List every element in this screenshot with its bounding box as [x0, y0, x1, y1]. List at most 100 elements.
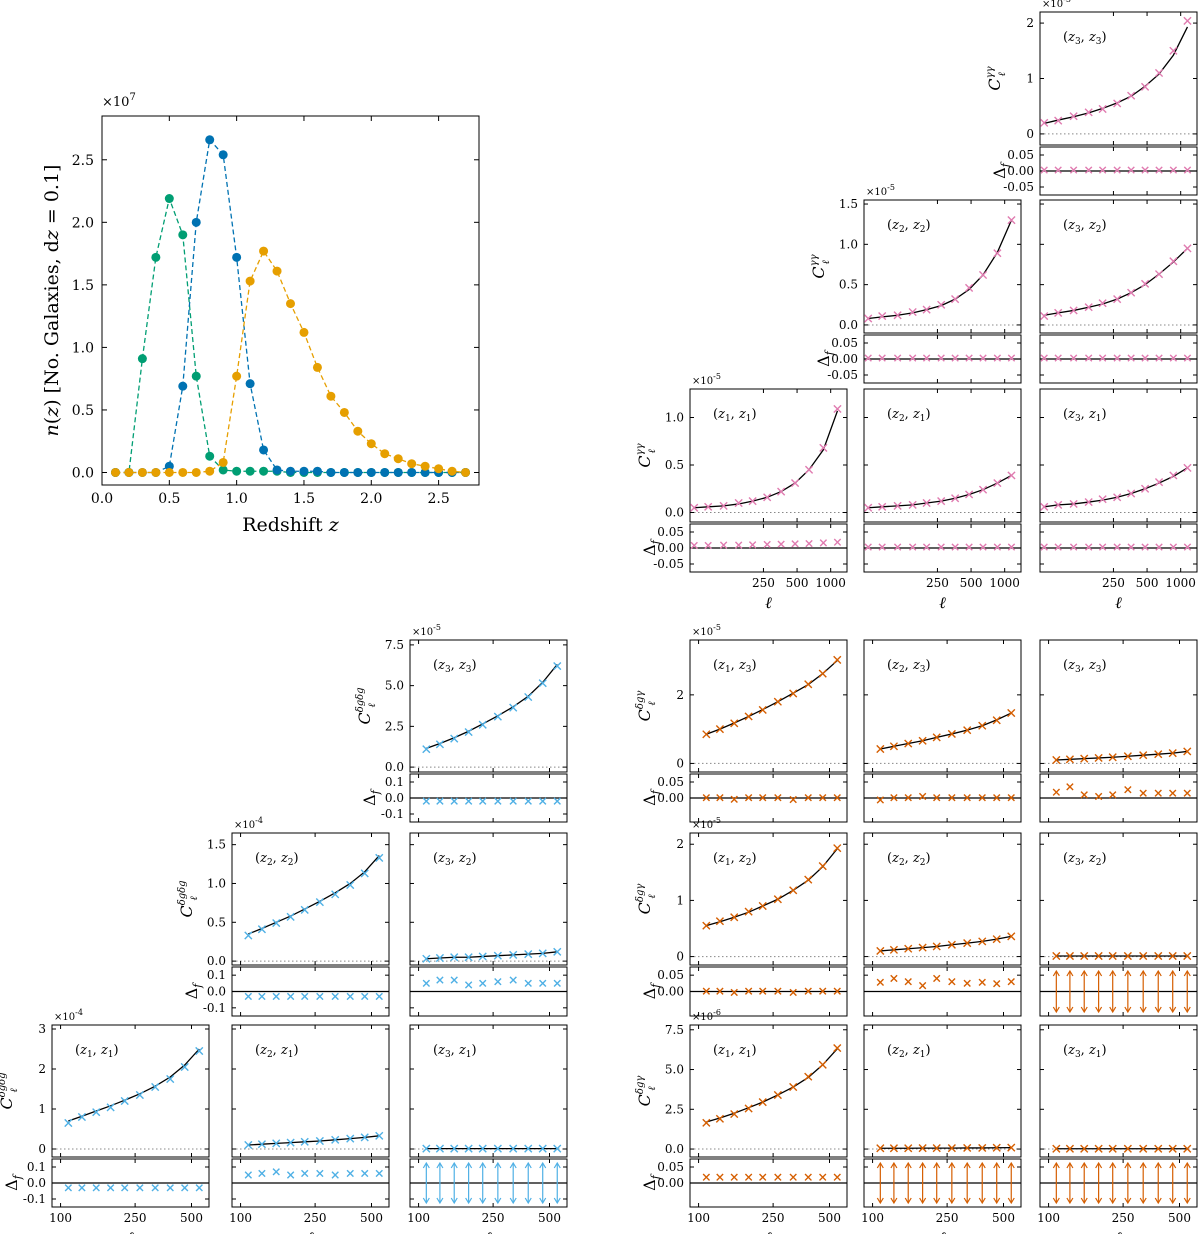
data-point	[164, 467, 174, 477]
model-line	[1044, 247, 1188, 316]
data-point	[791, 540, 799, 548]
data-point	[1168, 749, 1177, 758]
data-point	[1140, 279, 1150, 288]
data-point	[744, 712, 753, 721]
ratio-arrow-head	[1007, 1197, 1015, 1205]
x-tick-label: 100	[49, 1211, 72, 1225]
data-point	[748, 497, 757, 506]
data-point	[964, 490, 974, 499]
ratio-axis-label: Δf	[990, 161, 1012, 179]
data-point	[1154, 750, 1163, 759]
y-tick-label: 2	[676, 837, 684, 851]
x-tick-label: 500	[960, 576, 983, 590]
ratio-arrow-head	[509, 1161, 517, 1169]
data-point	[965, 543, 973, 551]
y-tick-label: 0.0	[839, 318, 858, 332]
data-point	[918, 736, 927, 745]
model-line	[426, 951, 558, 960]
y-tick-label: 0	[1026, 127, 1034, 141]
data-point	[195, 1046, 204, 1056]
data-point	[730, 719, 739, 728]
ratio-arrow-head	[978, 1197, 986, 1205]
data-point	[1169, 789, 1177, 797]
data-point	[904, 944, 913, 953]
spectrum-panel: 0.0 0.5 1.0 1.5 -0.05 0.00 0.05 (z2, z2) ×10-5 Cγ…	[809, 183, 1022, 384]
data-point	[922, 354, 931, 362]
ratio-arrow-head	[450, 1197, 458, 1205]
data-point	[804, 1173, 812, 1181]
data-point	[1183, 244, 1192, 253]
ratio-axis-label: Δf	[640, 538, 662, 556]
data-point	[1140, 82, 1150, 91]
data-point	[509, 1144, 518, 1153]
data-point	[450, 953, 459, 962]
data-point	[272, 266, 282, 276]
data-point	[422, 745, 431, 754]
data-point	[479, 797, 487, 805]
data-point	[245, 466, 255, 476]
data-point	[777, 540, 785, 548]
main-axes-frame	[689, 639, 848, 773]
data-point	[1098, 495, 1107, 504]
data-point	[106, 1184, 115, 1192]
x-tick-label: 250	[482, 1211, 505, 1225]
spectrum-panel: (z2, z3)	[863, 639, 1022, 823]
data-point	[759, 987, 767, 995]
data-point	[833, 655, 842, 664]
data-point	[702, 987, 711, 995]
data-point	[218, 465, 228, 475]
data-point	[744, 987, 753, 995]
data-point	[366, 439, 376, 449]
spectrum-panel: 250 500 1000 (z3, z1) ℓ	[1039, 388, 1198, 612]
data-point	[951, 494, 960, 503]
data-point	[92, 1108, 101, 1117]
x-axis-label: Redshift z	[242, 514, 339, 536]
data-point	[232, 466, 242, 476]
y-tick-label: 5.0	[385, 679, 404, 693]
data-point	[716, 1173, 724, 1181]
data-point	[422, 1144, 431, 1153]
data-point	[1169, 354, 1178, 362]
ratio-arrow-head	[904, 1197, 912, 1205]
multiplier-label: ×10-6	[692, 1008, 721, 1023]
data-point	[690, 541, 698, 550]
data-point	[1052, 755, 1061, 765]
ratio-arrow-head	[1052, 1197, 1060, 1205]
ratio-arrow-head	[993, 1161, 1001, 1169]
data-point	[908, 543, 917, 551]
ratio-arrow-head	[553, 1161, 561, 1169]
main-axes-frame	[689, 388, 848, 523]
data-point	[918, 943, 927, 952]
data-point	[1069, 166, 1078, 174]
ratio-axis-label: Δf	[640, 982, 662, 1000]
ratio-y-tick-label: -0.05	[653, 557, 684, 571]
data-point	[758, 1098, 767, 1107]
data-point	[1066, 783, 1074, 791]
data-point	[331, 1135, 340, 1144]
data-point	[1054, 116, 1063, 125]
data-point	[947, 729, 956, 739]
x-tick-label: 100	[407, 1211, 430, 1225]
data-point	[245, 276, 255, 286]
x-tick-label: 500	[992, 1211, 1015, 1225]
data-point	[774, 1173, 782, 1181]
y-tick-label: 0.0	[385, 760, 404, 774]
ratio-arrow-head	[1109, 969, 1117, 977]
spectrum-panel: 0.00.51.01.5-0.10.00.1(z2, z2)×10-4Cδgδg…	[177, 816, 390, 1017]
data-point	[205, 466, 215, 476]
main-axes-frame	[863, 832, 1022, 966]
ratio-arrow-head	[1095, 969, 1103, 977]
data-point	[979, 543, 987, 551]
ratio-arrow-head	[494, 1161, 502, 1169]
ratio-arrow-head	[553, 1197, 561, 1205]
data-point	[180, 1062, 189, 1072]
data-point	[789, 1082, 798, 1092]
data-point	[1168, 951, 1177, 961]
data-point	[166, 1184, 174, 1192]
data-point	[1139, 751, 1148, 760]
data-point	[1040, 166, 1048, 174]
data-point	[918, 981, 927, 990]
x-tick-label: 250	[936, 1211, 959, 1225]
data-point	[1084, 166, 1093, 174]
ratio-y-tick-label: 0.1	[207, 968, 226, 982]
